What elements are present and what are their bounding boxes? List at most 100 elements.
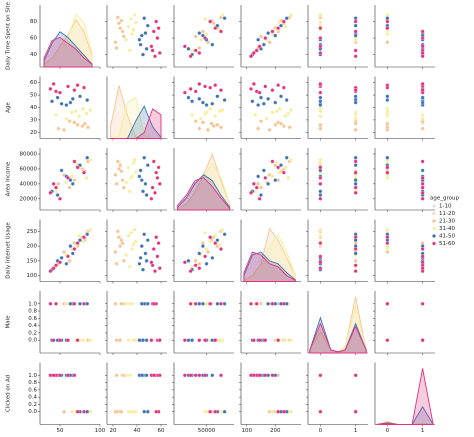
point xyxy=(267,40,272,45)
legend-marker xyxy=(432,211,436,216)
point xyxy=(155,175,160,180)
point xyxy=(113,172,118,177)
legend-marker xyxy=(432,234,436,238)
point xyxy=(213,26,218,31)
point xyxy=(66,254,70,259)
point xyxy=(75,83,80,88)
point xyxy=(144,258,149,263)
point xyxy=(249,54,253,59)
point xyxy=(353,159,358,164)
point xyxy=(284,155,289,160)
point xyxy=(420,175,425,180)
point xyxy=(318,81,323,86)
point xyxy=(193,48,198,53)
point xyxy=(353,181,358,186)
point xyxy=(139,373,144,378)
point xyxy=(263,338,268,343)
point xyxy=(256,126,261,131)
point xyxy=(157,373,162,378)
point xyxy=(119,238,124,243)
point xyxy=(197,301,202,306)
point xyxy=(144,193,149,198)
point xyxy=(254,48,259,53)
point xyxy=(200,301,205,306)
y-tick-label: 1.0 xyxy=(28,373,37,379)
point xyxy=(270,110,275,115)
point xyxy=(151,247,156,251)
point xyxy=(155,36,160,41)
legend-label: 21-30 xyxy=(439,219,455,225)
y-tick-label: 250 xyxy=(27,229,38,235)
point xyxy=(54,263,58,268)
point xyxy=(281,301,286,306)
point xyxy=(157,338,162,343)
point xyxy=(138,255,143,260)
point xyxy=(251,81,256,86)
point xyxy=(82,235,86,240)
point xyxy=(157,266,162,271)
point xyxy=(142,232,147,237)
point xyxy=(145,163,150,168)
point xyxy=(385,12,390,17)
point xyxy=(420,185,425,190)
point xyxy=(213,338,218,343)
point xyxy=(119,301,124,306)
point xyxy=(259,301,263,306)
kde-area xyxy=(43,36,93,68)
point xyxy=(133,239,138,244)
point xyxy=(318,126,323,131)
point xyxy=(58,338,62,343)
point xyxy=(153,269,157,274)
x-tick-label: 40 xyxy=(134,428,141,434)
point xyxy=(118,244,123,249)
point xyxy=(188,86,193,91)
point xyxy=(62,409,66,414)
point xyxy=(197,251,202,256)
y-axis-label: Clicked on Ad xyxy=(6,375,12,412)
point xyxy=(114,261,119,266)
point xyxy=(197,266,202,271)
point xyxy=(283,24,288,29)
point xyxy=(353,178,358,183)
point xyxy=(353,127,358,132)
point xyxy=(70,409,74,414)
point xyxy=(200,33,205,38)
point xyxy=(281,124,286,129)
point xyxy=(124,252,129,257)
point xyxy=(213,114,218,119)
point xyxy=(118,163,123,168)
point xyxy=(88,108,93,112)
point xyxy=(130,31,135,36)
point xyxy=(204,103,209,107)
point xyxy=(193,119,198,124)
point xyxy=(353,19,358,24)
point xyxy=(210,42,215,47)
point xyxy=(266,96,271,101)
point xyxy=(208,235,213,240)
point xyxy=(353,48,358,53)
x-tick-label: 200 xyxy=(270,428,281,434)
point xyxy=(81,338,86,343)
point xyxy=(353,185,358,190)
point xyxy=(273,178,278,183)
point xyxy=(276,165,281,170)
point xyxy=(353,269,358,274)
point xyxy=(208,409,213,414)
point xyxy=(287,125,292,130)
point xyxy=(279,121,283,126)
y-tick-label: 0.2 xyxy=(28,330,37,336)
point xyxy=(149,260,154,265)
point xyxy=(353,33,358,38)
point xyxy=(353,190,358,195)
y-tick-label: 30 xyxy=(30,117,37,123)
point xyxy=(263,84,268,89)
point xyxy=(64,301,69,306)
point xyxy=(222,232,227,237)
point xyxy=(318,103,323,107)
point xyxy=(193,263,198,268)
point xyxy=(113,40,118,45)
point xyxy=(420,254,425,259)
point xyxy=(182,90,187,95)
point xyxy=(157,181,162,186)
point xyxy=(385,121,390,126)
